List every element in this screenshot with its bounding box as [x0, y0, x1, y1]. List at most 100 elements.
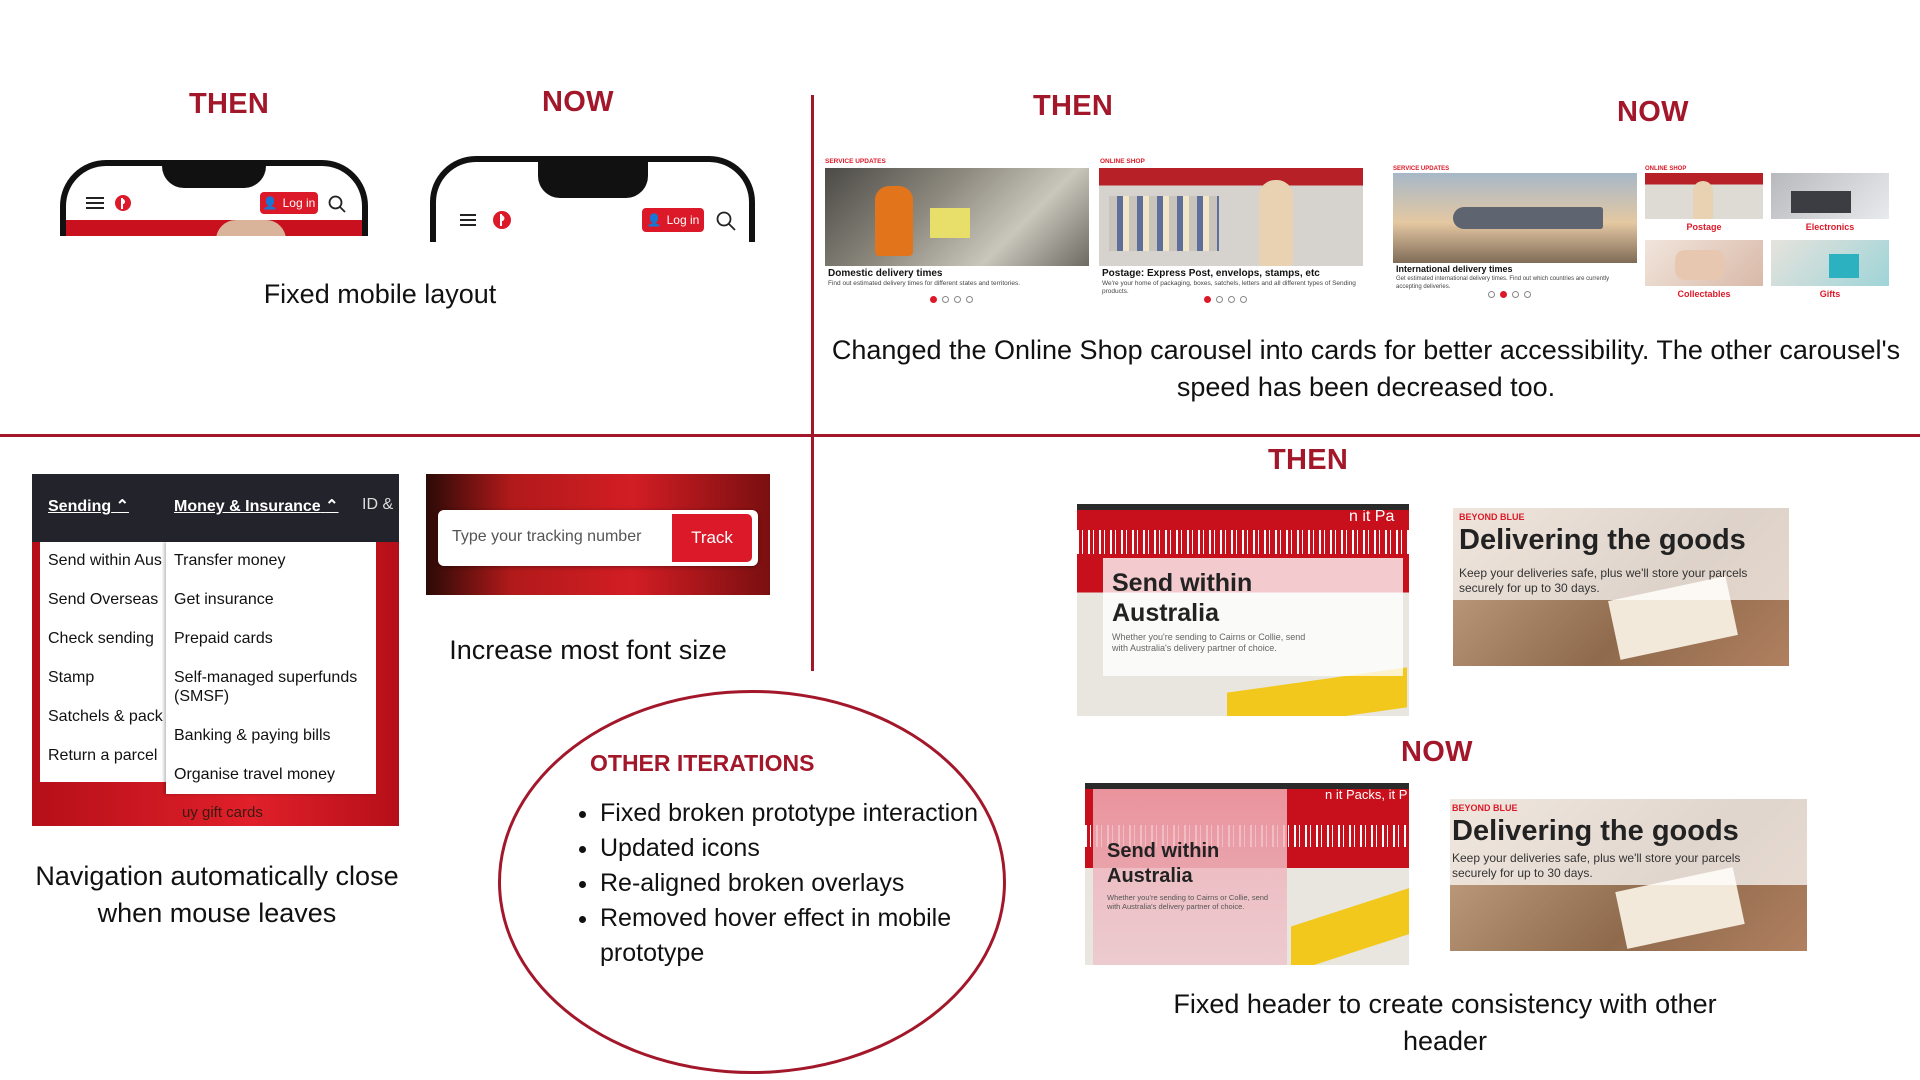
shop-card-collectables[interactable] [1645, 240, 1763, 286]
carousel-slide-domestic[interactable] [825, 168, 1089, 266]
user-icon: 👤 [646, 213, 662, 227]
search-icon[interactable] [328, 195, 346, 213]
menu-item[interactable]: Send within Aus [48, 552, 162, 569]
other-iterations-title: OTHER ITERATIONS [590, 750, 815, 776]
blue-banner-now[interactable]: BEYOND BLUE Delivering the goods Keep yo… [1450, 799, 1807, 951]
blue-tag: BEYOND BLUE [1452, 803, 1518, 813]
menu-item[interactable]: Send Overseas [48, 591, 159, 608]
laptop-shape [1791, 191, 1851, 213]
nav-item-label: Money & Insurance [174, 498, 321, 515]
carousel-dot[interactable] [954, 296, 961, 303]
auspost-logo-icon [115, 195, 131, 211]
carousel-caption: Changed the Online Shop carousel into ca… [831, 335, 1901, 402]
plane-shape [1453, 207, 1603, 229]
carousel-dot[interactable] [1204, 296, 1211, 303]
carousel-dot[interactable] [1488, 291, 1495, 298]
menu-item[interactable]: Organise travel money [174, 766, 335, 783]
hands-shape [1675, 250, 1725, 280]
send-overlay [1103, 558, 1403, 676]
blue-title: Delivering the goods [1452, 815, 1739, 847]
carousel-dot[interactable] [1240, 296, 1247, 303]
hero-strip [66, 220, 362, 236]
slide-tag: SERVICE UPDATES [1393, 166, 1450, 172]
barcode-pattern [1077, 530, 1409, 554]
tracking-caption: Increase most font size [449, 635, 727, 665]
person-figure [1259, 180, 1293, 266]
parcel-shape [930, 208, 970, 238]
menu-item[interactable]: Satchels & pack [48, 708, 163, 725]
carousel-slide-postage[interactable] [1099, 168, 1363, 266]
shop-tag: ONLINE SHOP [1645, 166, 1687, 172]
login-button[interactable]: 👤 Log in [260, 192, 318, 214]
navigation-caption: Navigation automatically close when mous… [35, 861, 399, 928]
overlay-caption: Fixed header to create consistency with … [1173, 989, 1717, 1056]
mobile-now-label: NOW [542, 86, 614, 118]
send-title: Send within Australia [1112, 569, 1253, 627]
blue-banner-then[interactable]: BEYOND BLUE Delivering the goods Keep yo… [1453, 508, 1789, 666]
send-title: Send within Australia [1107, 840, 1220, 887]
card-label-gifts: Gifts [1819, 289, 1841, 299]
carousel-dot[interactable] [1228, 296, 1235, 303]
list-item: Fixed broken prototype interaction [600, 796, 986, 831]
menu-item[interactable]: Get insurance [174, 591, 274, 608]
carousel-dot[interactable] [966, 296, 973, 303]
slide-subtitle: We're your home of packaging, boxes, sat… [1102, 280, 1356, 295]
carousel-dots [1204, 296, 1247, 303]
slide-title: Postage: Express Post, envelops, stamps,… [1102, 268, 1320, 279]
track-button[interactable]: Track [672, 514, 752, 562]
nav-item-money[interactable]: Money & Insurance ⌃ [174, 496, 339, 516]
menu-item[interactable]: Stamp [48, 669, 95, 686]
menu-item[interactable]: Prepaid cards [174, 630, 273, 647]
phone-now: 👤 Log in [430, 156, 755, 242]
shop-card-electronics[interactable] [1771, 173, 1889, 219]
carousel-dot[interactable] [1500, 291, 1507, 298]
carousel-slide-international[interactable] [1393, 173, 1637, 263]
menu-item[interactable]: Banking & paying bills [174, 727, 331, 744]
chevron-up-icon: ⌃ [115, 498, 129, 515]
overlay-now-label: NOW [1401, 736, 1473, 768]
send-banner-now[interactable]: n it Packs, it P Send within Australia W… [1085, 783, 1409, 965]
shop-card-gifts[interactable] [1771, 240, 1889, 286]
send-subtitle: Whether you're sending to Cairns or Coll… [1112, 632, 1306, 653]
user-icon: 👤 [262, 196, 278, 210]
blue-overlay [1453, 508, 1789, 600]
login-label: Log in [282, 196, 316, 210]
menu-item[interactable]: Return a parcel [48, 747, 158, 764]
blue-tag: BEYOND BLUE [1459, 512, 1525, 522]
worker-figure [875, 186, 913, 256]
other-iterations-ellipse [498, 690, 1006, 1074]
slide-subtitle: Find out estimated delivery times for di… [828, 280, 1021, 287]
card-label-postage: Postage [1686, 222, 1722, 232]
list-item: Re-aligned broken overlays [600, 866, 986, 901]
send-banner-then[interactable]: n it Pa Send within Australia Whether yo… [1077, 504, 1409, 716]
menu-item[interactable]: Transfer money [174, 552, 286, 569]
nav-item-sending[interactable]: Sending ⌃ [48, 496, 129, 516]
carousel-dot[interactable] [942, 296, 949, 303]
other-iterations-list: Fixed broken prototype interaction Updat… [576, 796, 986, 971]
nav-item-id[interactable]: ID & [362, 496, 394, 513]
carousel-now-label: NOW [1617, 96, 1689, 128]
carousel-dot[interactable] [1512, 291, 1519, 298]
overlay-then-label: THEN [1268, 444, 1349, 476]
shop-card-postage[interactable] [1645, 173, 1763, 219]
menu-item[interactable]: Self-managed superfunds [174, 669, 358, 686]
login-button[interactable]: 👤 Log in [642, 208, 704, 232]
chevron-up-icon: ⌃ [325, 498, 339, 515]
behind-text: uy gift cards [182, 804, 263, 821]
carousel-dots [1488, 291, 1531, 298]
tracking-input[interactable]: Type your tracking number [452, 528, 642, 545]
menu-item[interactable]: (SMSF) [174, 688, 230, 705]
carousel-then-label: THEN [1033, 90, 1114, 122]
gift-shape [1829, 254, 1859, 278]
blue-subtitle: Keep your deliveries safe, plus we'll st… [1459, 566, 1748, 595]
yellow-satchel [1291, 887, 1409, 965]
menu-item[interactable]: Check sending [48, 630, 154, 647]
hamburger-icon [460, 214, 476, 226]
carousel-dot[interactable] [930, 296, 937, 303]
carousel-dot[interactable] [1524, 291, 1531, 298]
phone-notch [162, 166, 266, 188]
carousel-dot[interactable] [1216, 296, 1223, 303]
search-icon[interactable] [716, 211, 736, 231]
auspost-logo-icon [493, 211, 511, 229]
login-label: Log in [666, 213, 700, 227]
